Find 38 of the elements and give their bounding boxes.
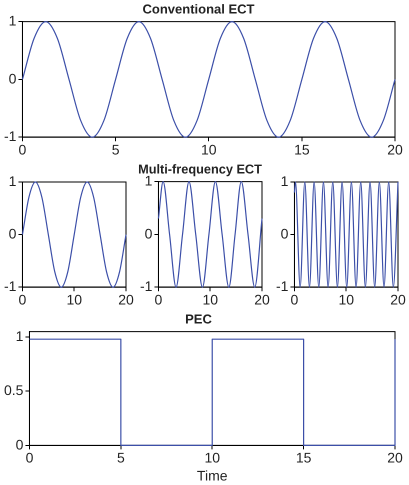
x-tick-label: 20 xyxy=(387,141,403,158)
x-tick-label: 10 xyxy=(202,291,218,308)
y-tick-label: 0.5 xyxy=(4,382,24,398)
y-tick-label: 1 xyxy=(8,172,17,189)
x-tick-label: 5 xyxy=(112,141,120,158)
x-tick-label: 10 xyxy=(338,291,354,308)
x-tick-label: 20 xyxy=(118,291,134,308)
y-tick-label: 0 xyxy=(16,436,24,452)
y-tick-label: -1 xyxy=(4,128,17,144)
x-tick-label: 15 xyxy=(296,450,312,466)
y-tick-label: 1 xyxy=(8,12,17,28)
y-tick-label: 1 xyxy=(16,328,24,344)
x-tick-label: 10 xyxy=(204,450,220,466)
y-tick-label: 0 xyxy=(280,225,289,242)
y-tick-label: 0 xyxy=(8,70,17,86)
y-tick-label: -1 xyxy=(4,278,17,294)
x-axis-title: Time xyxy=(196,467,228,484)
line-series xyxy=(158,181,263,288)
x-tick-label: 0 xyxy=(154,291,163,308)
y-tick-label: 0 xyxy=(8,225,17,242)
x-tick-label: 20 xyxy=(390,291,406,308)
chart-title: Multi-frequency ECT xyxy=(138,161,262,176)
y-tick-label: 1 xyxy=(280,172,289,189)
x-tick-label: 20 xyxy=(254,291,270,308)
x-tick-label: 20 xyxy=(387,450,403,466)
x-tick-label: 10 xyxy=(200,141,217,158)
x-tick-label: 15 xyxy=(294,141,310,158)
x-tick-label: 5 xyxy=(116,450,125,466)
x-tick-label: 0 xyxy=(26,450,34,466)
x-tick-label: 10 xyxy=(66,291,82,308)
chart-title: Conventional ECT xyxy=(142,1,255,16)
line-series xyxy=(22,181,127,288)
y-tick-label: -1 xyxy=(140,278,153,294)
y-tick-label: 0 xyxy=(144,225,153,242)
x-tick-label: 0 xyxy=(290,291,299,308)
chart-title: PEC xyxy=(185,311,212,326)
line-series xyxy=(22,21,396,138)
y-tick-label: -1 xyxy=(276,278,289,294)
